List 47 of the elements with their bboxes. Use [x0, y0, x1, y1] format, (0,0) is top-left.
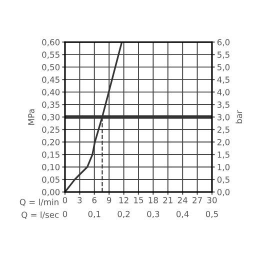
x2-tick-label: 0,3: [147, 210, 160, 218]
y-tick-label: 0,35: [42, 102, 60, 109]
y2-tick-label: 0,5: [217, 176, 230, 184]
y2-tick-label: 4,0: [217, 89, 230, 96]
x-tick-label: 6: [92, 197, 97, 204]
x2-tick-label: 0: [62, 210, 68, 218]
y-tick-label: 0,15: [42, 151, 60, 159]
y2-tick-label: 6,0: [217, 39, 230, 46]
y-tick-label: 0,45: [42, 76, 60, 84]
x2-tick-label: 0,2: [118, 210, 130, 218]
x-tick-label: 12: [119, 197, 128, 204]
y2-tick-label: 2,5: [217, 126, 230, 134]
y2-tick-label: 3,5: [217, 102, 230, 109]
y-tick-label: 0,05: [42, 176, 60, 184]
x-tick-label: 30: [207, 197, 217, 204]
x-tick-label: 3: [78, 197, 82, 204]
y-tick-label: 0,25: [42, 126, 60, 134]
y-tick-label: 0,20: [42, 139, 60, 146]
y2-tick-label: 3,0: [217, 114, 230, 122]
y-tick-label: 0,10: [42, 164, 60, 172]
y2-tick-label: 0,0: [217, 188, 230, 196]
x-tick-label: 27: [192, 197, 202, 204]
y2-axis-title: bar: [236, 110, 242, 124]
x-axis-title: Q = l/min: [20, 198, 58, 206]
x-tick-label: 24: [178, 197, 188, 204]
y-axis-title: MPa: [28, 109, 34, 125]
y-tick-label: 0,60: [42, 39, 60, 46]
y-tick-label: 0,30: [42, 114, 60, 122]
x-tick-label: 21: [163, 197, 172, 204]
x2-tick-label: 0,1: [88, 210, 100, 218]
y-tick-label: 0,55: [42, 52, 60, 59]
y2-tick-label: 1,5: [218, 152, 230, 159]
y-tick-label: 0,50: [42, 64, 60, 72]
x-tick-label: 0: [62, 197, 68, 204]
y2-tick-label: 2,0: [217, 139, 230, 146]
y2-tick-label: 5,0: [217, 64, 230, 72]
y-tick-label: 0,40: [42, 89, 60, 96]
y2-tick-label: 4,5: [217, 76, 230, 84]
y2-tick-label: 5,5: [217, 52, 230, 59]
x2-axis-title: Q = l/sec: [22, 211, 59, 219]
y-tick-label: 0,00: [42, 188, 60, 196]
x2-tick-label: 0,4: [176, 210, 189, 218]
x2-tick-label: 0,5: [206, 210, 218, 218]
x-tick-label: 15: [134, 197, 144, 204]
x-tick-label: 9: [106, 197, 112, 204]
y2-tick-label: 1,0: [218, 164, 230, 172]
x-tick-label: 18: [148, 197, 158, 204]
